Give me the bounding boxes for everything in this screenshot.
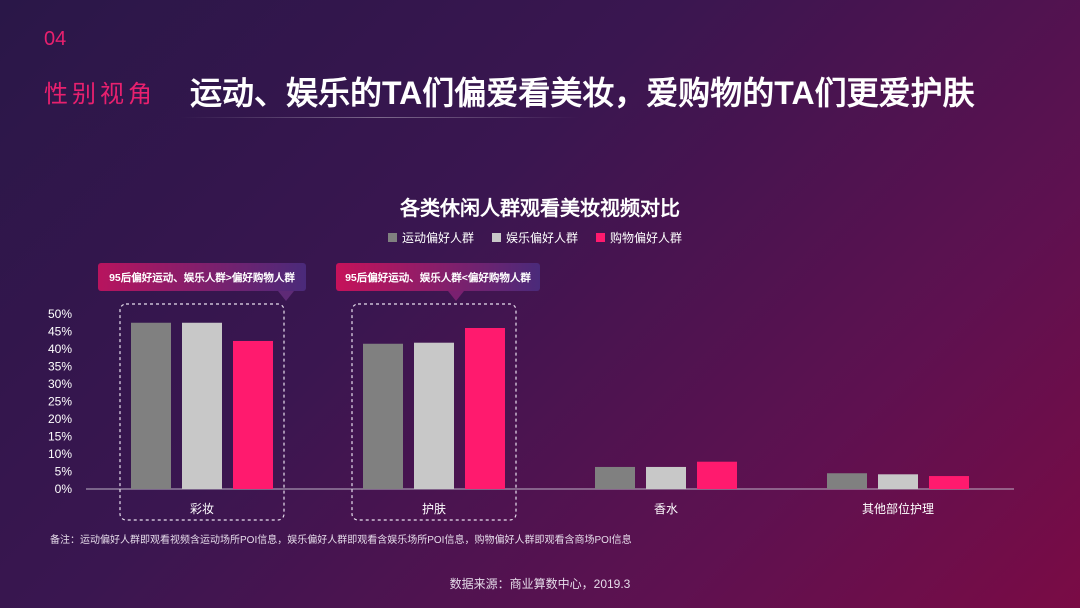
y-tick-label: 0% <box>55 482 73 496</box>
legend-label-shopping: 购物偏好人群 <box>610 231 683 245</box>
legend-label-sport: 运动偏好人群 <box>402 231 475 245</box>
section-label: 性别视角 <box>44 81 156 108</box>
bar-0-2 <box>233 340 273 489</box>
y-tick-label: 25% <box>48 395 72 409</box>
y-tick-label: 15% <box>48 430 72 444</box>
chart-title: 各类休闲人群观看美妆视频对比 <box>400 198 680 220</box>
bar-0-0 <box>131 322 171 489</box>
y-tick-label: 10% <box>48 447 72 461</box>
bar-1-1 <box>414 342 454 489</box>
y-tick-label: 40% <box>48 342 72 356</box>
bar-1-2 <box>465 328 505 489</box>
callout-makeup: 95后偏好运动、娱乐人群>偏好购物人群 <box>98 263 306 301</box>
highlight-box-1 <box>351 303 517 521</box>
legend-swatch-sport <box>388 233 397 242</box>
y-tick-label: 5% <box>55 465 73 479</box>
x-tick-label: 护肤 <box>422 501 446 516</box>
footnote: 备注：运动偏好人群即观看视频含运动场所POI信息，娱乐偏好人群即观看含娱乐场所P… <box>50 535 632 546</box>
y-tick-label: 20% <box>48 412 72 426</box>
x-tick-label: 其他部位护理 <box>862 501 934 516</box>
y-tick-label: 35% <box>48 360 72 374</box>
legend-label-entertainment: 娱乐偏好人群 <box>506 231 579 245</box>
callout-skincare: 95后偏好运动、娱乐人群<偏好购物人群 <box>336 263 540 301</box>
highlight-box-0 <box>119 303 285 521</box>
bar-2-1 <box>646 466 686 489</box>
bar-3-2 <box>929 476 969 489</box>
bar-1-0 <box>363 343 403 489</box>
bar-0-1 <box>182 322 222 489</box>
data-source: 数据来源：商业算数中心，2019.3 <box>449 577 631 591</box>
bar-3-0 <box>827 473 867 489</box>
legend-swatch-shopping <box>596 233 606 242</box>
legend-swatch-entertainment <box>492 233 502 242</box>
y-tick-label: 50% <box>48 307 72 321</box>
bar-2-0 <box>595 466 635 489</box>
legend-item-sport: 运动偏好人群 <box>388 229 474 246</box>
x-tick-label: 香水 <box>654 502 678 516</box>
legend-item-shopping: 购物偏好人群 <box>596 229 682 246</box>
title-divider <box>180 117 580 118</box>
y-tick-label: 30% <box>48 377 72 391</box>
bar-3-1 <box>878 474 918 489</box>
chart-legend: 运动偏好人群 娱乐偏好人群 购物偏好人群 <box>388 229 682 246</box>
page-title: 运动、娱乐的TA们偏爱看美妆，爱购物的TA们更爱护肤 <box>190 75 975 111</box>
x-tick-label: 彩妆 <box>190 502 214 516</box>
slide-number: 04 <box>44 28 67 50</box>
bar-2-2 <box>697 461 737 489</box>
y-tick-label: 45% <box>48 325 72 339</box>
legend-item-entertainment: 娱乐偏好人群 <box>492 229 578 246</box>
